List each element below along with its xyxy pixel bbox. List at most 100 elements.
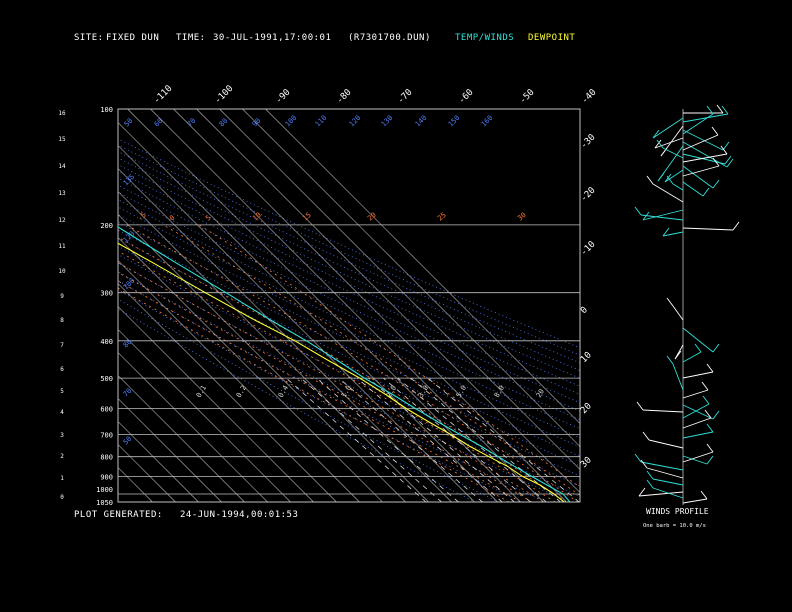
moist-adiabat-line bbox=[198, 224, 580, 488]
wind-barb bbox=[642, 209, 684, 221]
legend-dewpoint: DEWPOINT bbox=[528, 33, 576, 43]
legend-temp: TEMP/WINDS bbox=[455, 33, 515, 43]
moist-adiabats bbox=[118, 224, 580, 502]
site-value: FIXED DUN bbox=[106, 33, 160, 43]
dewpoint-trace bbox=[118, 242, 565, 502]
wind-barb-flag bbox=[702, 395, 710, 405]
wind-barb-flag bbox=[700, 490, 708, 500]
moist-adiabat-line bbox=[118, 280, 521, 502]
isotherm-top-label: -70 bbox=[396, 88, 415, 107]
wind-barb-flag bbox=[646, 470, 654, 480]
isotherm-line bbox=[118, 168, 452, 502]
mixing-ratio-line bbox=[383, 377, 532, 502]
dry-adiabat-label: 80 bbox=[218, 117, 230, 129]
wind-barb bbox=[682, 129, 724, 151]
mixing-ratio-line bbox=[300, 377, 443, 502]
isotherm-right-label: -10 bbox=[579, 240, 598, 259]
height-tick-label: 11 bbox=[58, 243, 66, 250]
wind-barb-flag bbox=[706, 423, 714, 433]
dry-adiabat-label: 150 bbox=[447, 114, 462, 129]
wind-barb-flag bbox=[701, 381, 709, 391]
isotherm-line bbox=[118, 214, 406, 502]
wind-barb bbox=[682, 404, 714, 420]
wind-barb bbox=[642, 409, 684, 413]
pressure-tick-label: 800 bbox=[100, 454, 113, 462]
wind-barb-flag bbox=[711, 126, 719, 136]
isotherm-top-label: -40 bbox=[580, 88, 599, 107]
wind-barb bbox=[652, 183, 684, 203]
wind-barb-flag bbox=[712, 343, 720, 353]
isotherm-line bbox=[118, 444, 176, 502]
dry-adiabat-label: 140 bbox=[414, 114, 429, 129]
dry-adiabat-label: 50 bbox=[122, 435, 134, 447]
sounding-data bbox=[118, 226, 571, 502]
isotherms bbox=[118, 109, 580, 502]
wind-barb-flag bbox=[721, 105, 729, 115]
wind-barb-flag bbox=[634, 206, 642, 216]
dry-adiabat-line bbox=[118, 262, 580, 498]
wind-barb bbox=[682, 113, 729, 123]
dry-adiabat-label: 70 bbox=[122, 387, 134, 399]
moist-adiabat-label: 25 bbox=[436, 211, 448, 223]
mixing-ratio-line bbox=[286, 377, 427, 502]
isotherm-line bbox=[118, 283, 337, 502]
pressure-tick-label: 600 bbox=[100, 406, 113, 414]
plot-frame bbox=[117, 108, 581, 503]
height-tick-label: 1 bbox=[60, 475, 64, 482]
wind-barb-flag bbox=[657, 172, 665, 182]
plot-generated-label: PLOT GENERATED: bbox=[74, 510, 163, 520]
dry-adiabat-line bbox=[118, 221, 580, 448]
dry-adiabat-line bbox=[118, 298, 499, 502]
isotherm-top-label: -100 bbox=[213, 84, 235, 106]
moist-adiabat-line bbox=[126, 224, 579, 502]
isotherm-right-label: 0 bbox=[579, 305, 590, 316]
height-tick-label: 7 bbox=[60, 342, 64, 349]
mixing-ratio-line bbox=[356, 377, 503, 502]
dry-adiabat-line bbox=[118, 138, 580, 349]
isotherm-right-label: -20 bbox=[579, 186, 598, 205]
wind-barb bbox=[672, 183, 684, 191]
isotherm-line bbox=[118, 145, 475, 502]
pressure-tick-label: 500 bbox=[100, 375, 113, 383]
isobars bbox=[118, 224, 580, 495]
pressure-tick-label: 400 bbox=[100, 338, 113, 346]
height-tick-label: 3 bbox=[60, 432, 64, 439]
isotherm-line bbox=[127, 109, 521, 502]
wind-barb bbox=[638, 491, 684, 497]
dry-adiabat-label: 90 bbox=[251, 117, 263, 129]
winds-profile-panel bbox=[634, 104, 740, 505]
wind-barb bbox=[652, 478, 684, 486]
winds-profile-title: WINDS PROFILE bbox=[646, 507, 709, 516]
isotherm-top-label: -60 bbox=[457, 88, 476, 107]
moist-adiabat-line bbox=[118, 287, 510, 502]
dry-adiabat-label: 60 bbox=[153, 117, 165, 129]
dry-adiabat-label: 50 bbox=[123, 117, 135, 129]
moist-adiabat-label: -5 bbox=[136, 211, 148, 223]
isotherm-line bbox=[118, 421, 199, 502]
dry-adiabat-line bbox=[118, 144, 580, 356]
mixing-ratio-line bbox=[338, 377, 483, 502]
isotherm-top-label: -50 bbox=[518, 88, 537, 107]
wind-barb-flag bbox=[704, 409, 712, 419]
isotherm-line bbox=[118, 122, 498, 502]
dry-adiabat-label: 100 bbox=[122, 277, 137, 292]
isotherm-right-label: -30 bbox=[579, 133, 598, 152]
wind-barb bbox=[682, 498, 708, 504]
dry-adiabat-line bbox=[118, 157, 580, 371]
mixing-ratio-label: 1.0 bbox=[340, 384, 353, 399]
wind-barb-flag bbox=[722, 141, 730, 151]
height-tick-label: 15 bbox=[58, 136, 66, 143]
wind-barb bbox=[682, 417, 712, 429]
dry-adiabat-line bbox=[118, 271, 569, 502]
wind-barb bbox=[682, 165, 720, 177]
wind-barb bbox=[682, 113, 714, 135]
time-value: 30-JUL-1991,17:00:01 bbox=[213, 33, 332, 43]
wind-barb-flag bbox=[706, 363, 714, 373]
wind-barb bbox=[682, 451, 714, 463]
wind-barb bbox=[682, 351, 702, 363]
wind-barb bbox=[664, 169, 684, 183]
isotherm-top-label: -110 bbox=[152, 84, 174, 106]
dry-adiabat-line bbox=[118, 191, 580, 412]
wind-barb-flag bbox=[662, 227, 670, 237]
dry-adiabat-line bbox=[118, 308, 476, 502]
